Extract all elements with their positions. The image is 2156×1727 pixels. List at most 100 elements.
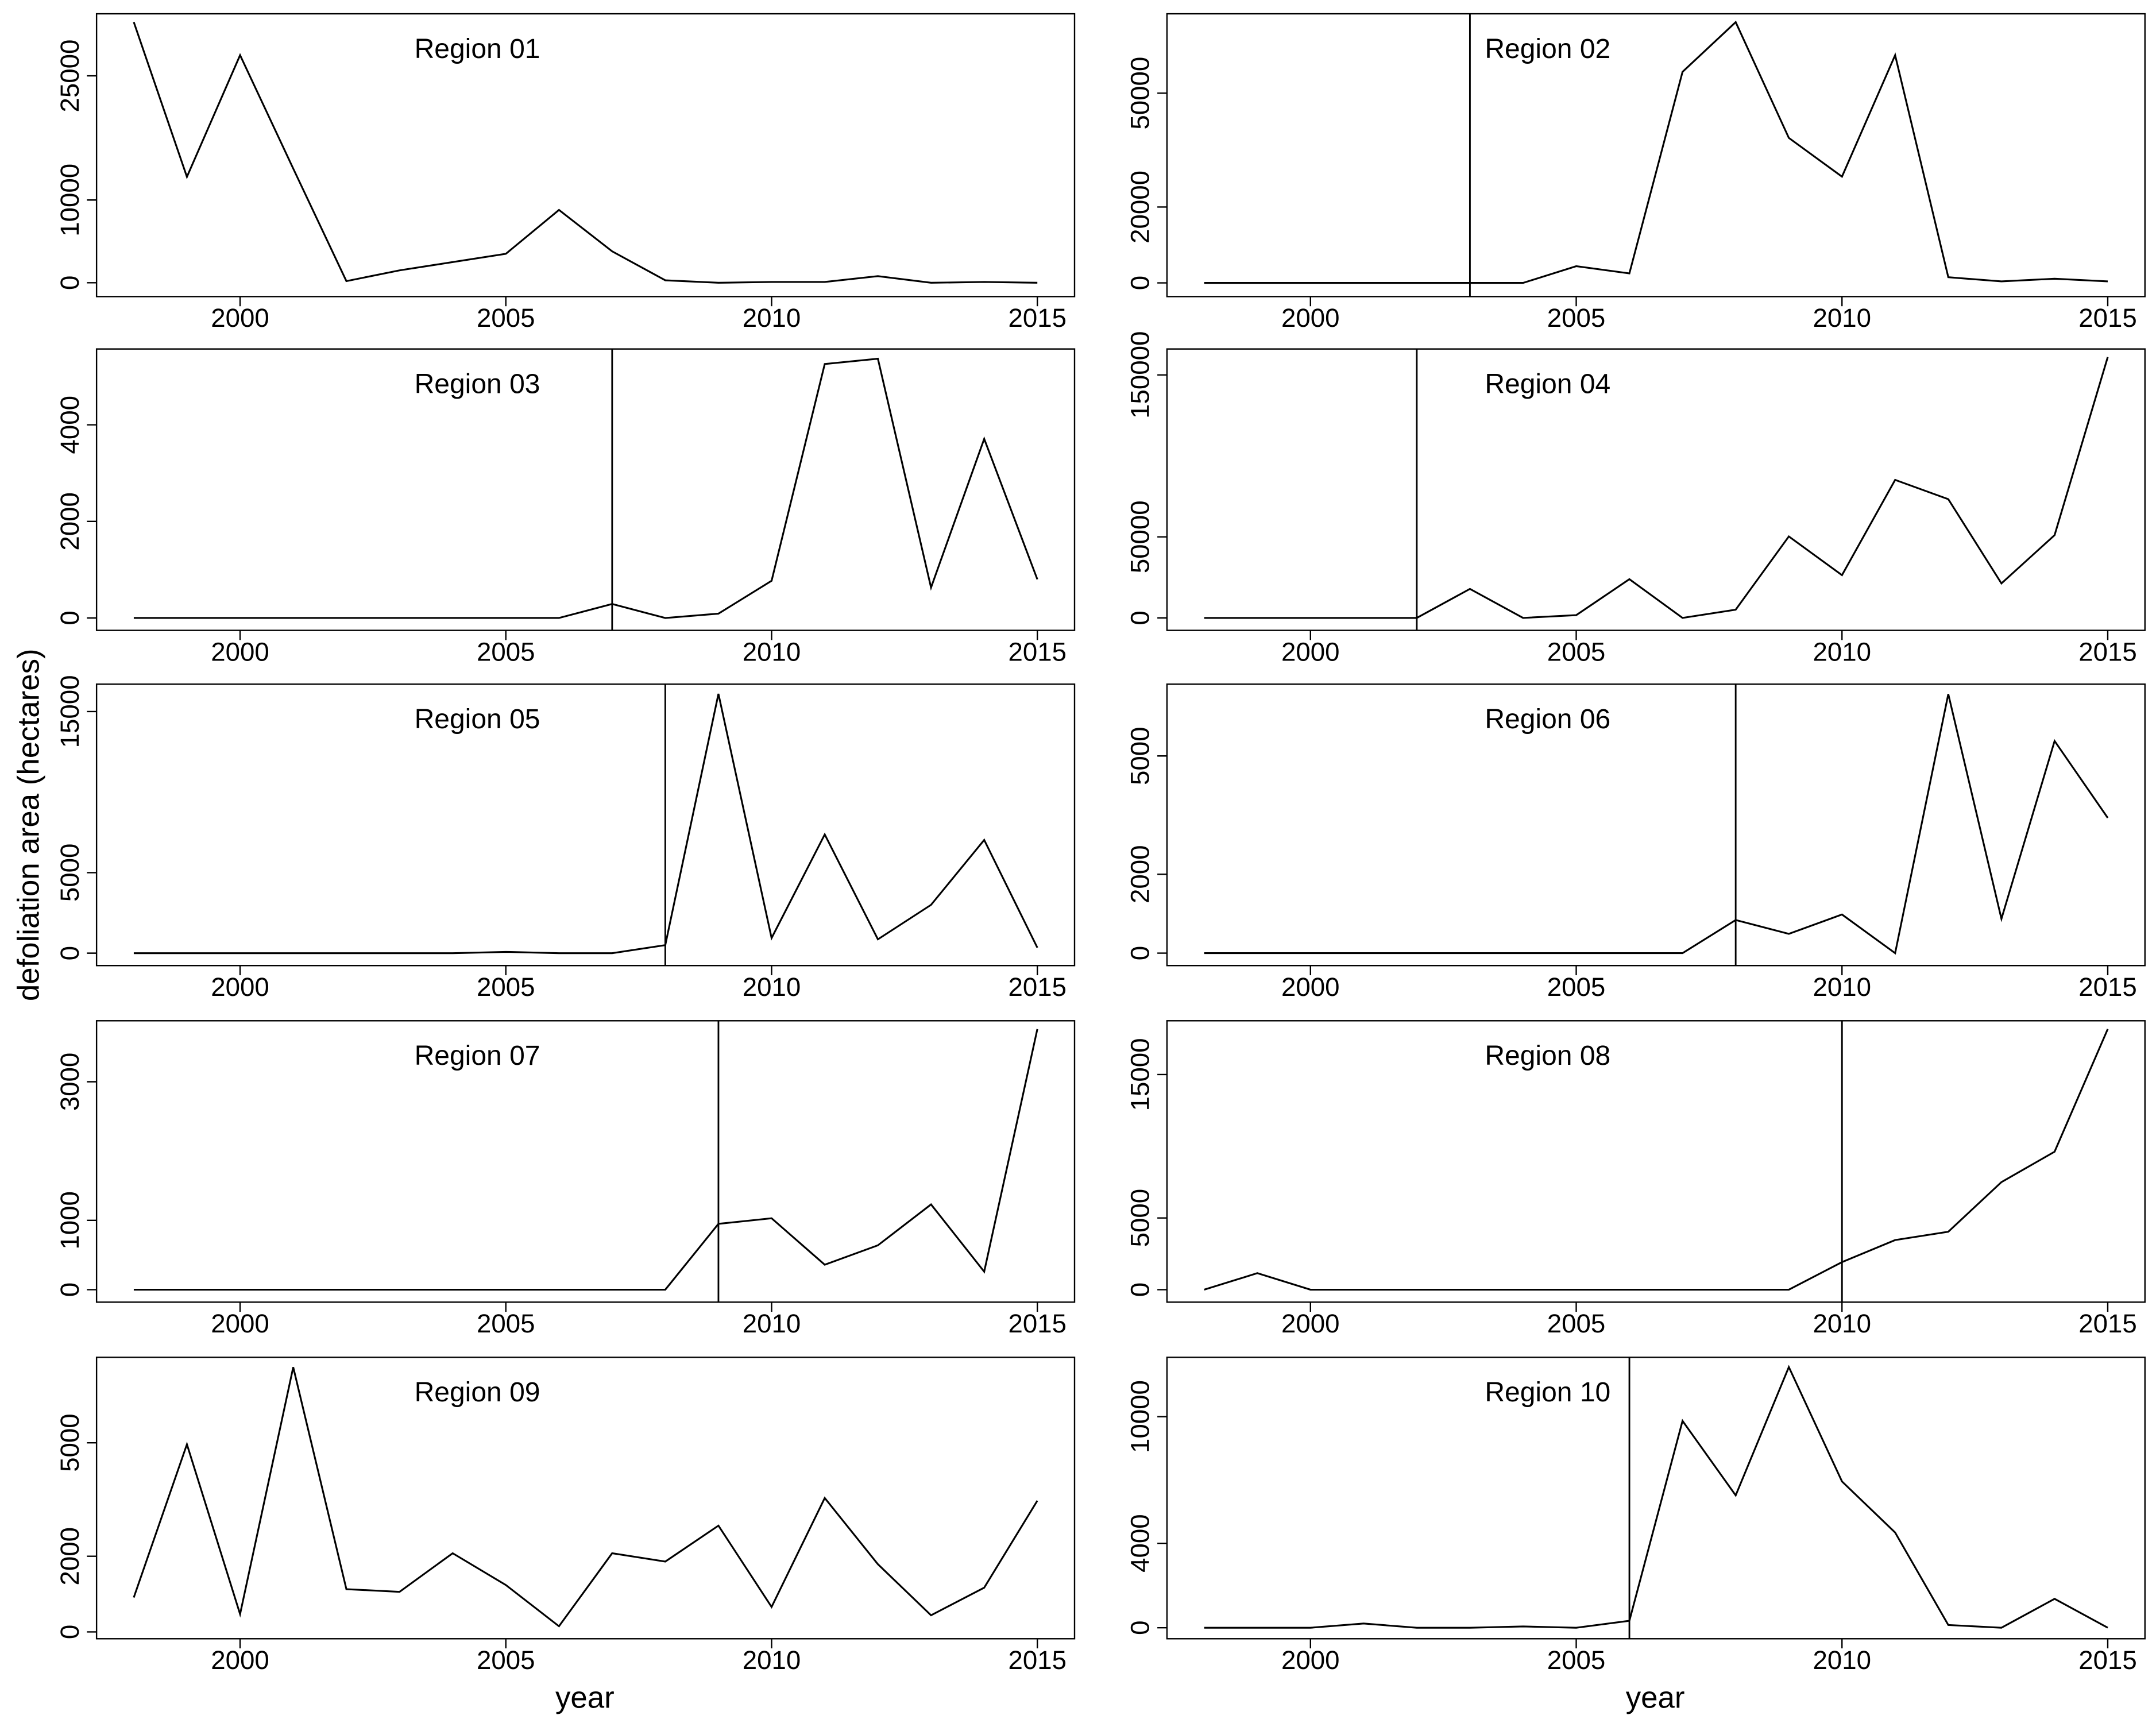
plot-frame: [1166, 683, 2146, 967]
y-tick-label: 10000: [1126, 1380, 1155, 1453]
y-tick-label: 2000: [1126, 845, 1155, 904]
panel-title: Region 07: [415, 1041, 540, 1071]
data-line: [133, 1367, 1038, 1628]
data-line: [133, 693, 1038, 955]
x-tick-label: 2005: [1547, 637, 1606, 666]
y-tick-label: 50000: [1126, 500, 1155, 573]
x-tick-label: 2005: [1547, 1645, 1606, 1675]
y-tick-label: 10000: [55, 164, 84, 237]
data-line: [1204, 1365, 2108, 1629]
x-tick-label: 2015: [2078, 637, 2137, 666]
x-tick-label: 2000: [1281, 303, 1340, 333]
x-tick-label: 2000: [211, 972, 269, 1002]
x-tick-label: 2010: [1813, 1309, 1871, 1338]
x-tick-label: 2000: [211, 1645, 269, 1675]
x-tick-label: 2000: [1281, 1309, 1340, 1338]
plot-frame: [1166, 1020, 2146, 1303]
x-tick-label: 2010: [1813, 303, 1871, 333]
y-tick-label: 3000: [55, 1053, 84, 1111]
y-tick-label: 20000: [1126, 171, 1155, 244]
plot-frame: [1166, 1357, 2146, 1640]
y-tick-label: 5000: [55, 844, 84, 902]
x-tick-label: 2000: [211, 637, 269, 666]
x-tick-label: 2015: [1008, 972, 1067, 1002]
panel-title: Region 04: [1485, 369, 1610, 400]
x-tick-label: 2010: [743, 637, 801, 666]
x-tick-label: 2005: [1547, 1309, 1606, 1338]
y-tick-label: 15000: [55, 675, 84, 748]
plot-frame: [95, 1357, 1076, 1640]
y-tick-label: 0: [1126, 1282, 1155, 1297]
y-tick-label: 0: [1126, 1620, 1155, 1635]
data-line: [1204, 694, 2109, 955]
x-tick-label: 2015: [1008, 1309, 1067, 1338]
x-tick-label: 2005: [477, 972, 535, 1002]
panel-title: Region 03: [415, 369, 540, 400]
x-tick-label: 2005: [1547, 972, 1606, 1002]
data-line: [133, 1029, 1038, 1291]
x-tick-label: 2005: [477, 1645, 535, 1675]
panel-title: Region 10: [1485, 1377, 1610, 1408]
y-tick-label: 1000: [55, 1191, 84, 1250]
x-tick-label: 2005: [1547, 303, 1606, 333]
x-tick-label: 2000: [1281, 637, 1340, 666]
y-tick-label: 4000: [1126, 1514, 1155, 1573]
plot-frame: [95, 348, 1076, 631]
x-tick-label: 2000: [1281, 972, 1340, 1002]
plot-frame: [95, 683, 1076, 967]
x-tick-label: 2010: [743, 1645, 801, 1675]
data-line: [133, 21, 1038, 284]
plot-frame: [95, 13, 1076, 298]
y-tick-label: 0: [55, 1282, 84, 1297]
x-tick-label: 2010: [1813, 637, 1871, 666]
y-tick-label: 0: [55, 946, 84, 960]
x-tick-label: 2010: [743, 1309, 801, 1338]
x-axis-label: year: [1626, 1680, 1685, 1714]
y-tick-label: 0: [1126, 276, 1155, 290]
y-tick-label: 0: [55, 276, 84, 290]
x-tick-label: 2015: [2078, 303, 2137, 333]
data-line: [1204, 357, 2109, 619]
x-tick-label: 2015: [1008, 637, 1067, 666]
x-tick-label: 2015: [1008, 303, 1067, 333]
y-tick-label: 0: [55, 1625, 84, 1639]
plot-frame: [1166, 348, 2146, 631]
x-tick-label: 2000: [1281, 1645, 1340, 1675]
x-tick-label: 2010: [743, 972, 801, 1002]
panel-title: Region 01: [415, 34, 540, 64]
panel-title: Region 02: [1485, 34, 1610, 64]
x-tick-label: 2010: [743, 303, 801, 333]
y-tick-label: 2000: [55, 492, 84, 551]
panel-title: Region 09: [415, 1377, 540, 1408]
y-tick-label: 5000: [1126, 727, 1155, 786]
x-tick-label: 2015: [2078, 972, 2137, 1002]
y-tick-label: 25000: [55, 40, 84, 113]
x-tick-label: 2000: [211, 303, 269, 333]
y-tick-label: 4000: [55, 396, 84, 454]
panel-title: Region 06: [1485, 704, 1610, 735]
y-tick-label: 0: [1126, 946, 1155, 960]
x-tick-label: 2015: [2078, 1645, 2137, 1675]
x-tick-label: 2015: [1008, 1645, 1067, 1675]
panel-title: Region 08: [1485, 1041, 1610, 1071]
x-tick-label: 2005: [477, 1309, 535, 1338]
data-line: [1204, 1029, 2109, 1291]
y-axis-label: defoliation area (hectares): [11, 648, 45, 1001]
y-tick-label: 5000: [55, 1413, 84, 1472]
y-tick-label: 150000: [1126, 331, 1155, 419]
panel-title: Region 05: [415, 704, 540, 735]
x-tick-label: 2005: [477, 303, 535, 333]
y-tick-label: 50000: [1126, 57, 1155, 130]
plot-frame: [95, 1020, 1076, 1303]
x-axis-label: year: [555, 1680, 615, 1714]
y-tick-label: 2000: [55, 1527, 84, 1586]
y-tick-label: 5000: [1126, 1189, 1155, 1247]
x-tick-label: 2000: [211, 1309, 269, 1338]
x-tick-label: 2010: [1813, 972, 1871, 1002]
y-tick-label: 15000: [1126, 1038, 1155, 1111]
data-line: [1204, 20, 2108, 284]
x-tick-label: 2015: [2078, 1309, 2137, 1338]
